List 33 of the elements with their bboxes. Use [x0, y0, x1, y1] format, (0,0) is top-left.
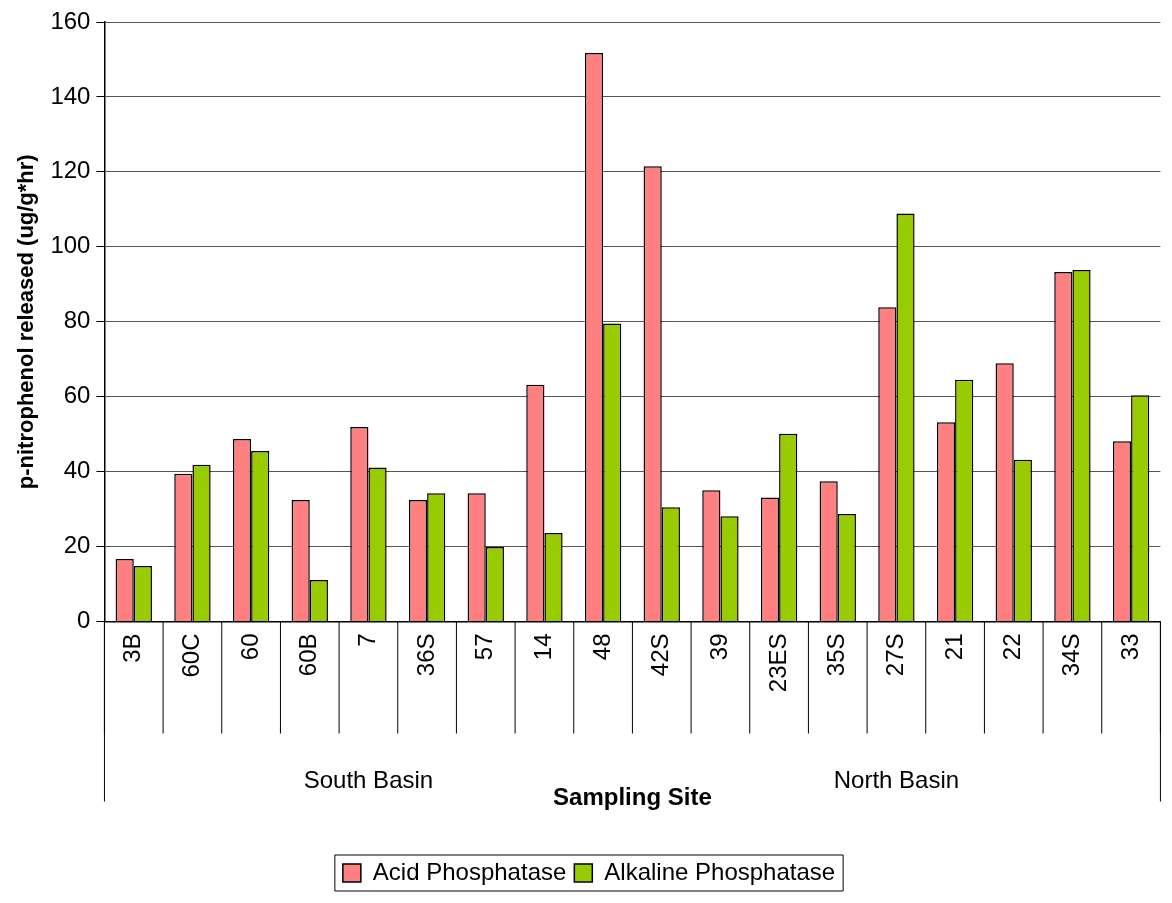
y-tick-label: 160: [50, 6, 91, 34]
x-tick-label: 35S: [822, 633, 850, 677]
text: North Basin: [833, 766, 960, 794]
y-tick-label: 140: [50, 81, 91, 109]
x-tick-label: 14: [529, 633, 557, 661]
x-tick-label: 22: [998, 633, 1026, 661]
x-tick-label: 23ES: [763, 633, 791, 693]
y-tick-label: 0: [77, 606, 91, 634]
text: South Basin: [303, 766, 434, 794]
x-tick-label: 21: [939, 633, 967, 661]
legend-label: Alkaline Phosphatase: [604, 857, 836, 885]
y-axis-title: p-nitrophenol released (ug/g*hr): [13, 154, 39, 490]
x-tick-label: 60C: [177, 633, 205, 678]
x-tick-label: 27S: [881, 633, 909, 677]
y-tick-label: 40: [63, 456, 91, 484]
x-tick-label: 60: [235, 633, 263, 661]
y-tick-label: 80: [63, 306, 91, 334]
x-tick-label: 34S: [1057, 633, 1085, 677]
x-tick-label: 42S: [646, 633, 674, 677]
y-tick-label: 100: [50, 231, 91, 259]
x-axis-title: Sampling Site: [553, 783, 712, 811]
x-tick-label: 33: [1115, 633, 1143, 661]
x-tick-label: 3B: [118, 633, 146, 663]
x-tick-label: 7: [353, 633, 381, 647]
y-tick-label: 60: [63, 381, 91, 409]
y-tick-label: 20: [63, 531, 91, 559]
legend-label: Acid Phosphatase: [372, 857, 567, 885]
x-tick-label: 57: [470, 633, 498, 661]
x-tick-label: 48: [587, 633, 615, 661]
x-tick-label: 36S: [411, 633, 439, 677]
x-tick-label: 39: [705, 633, 733, 661]
y-tick-label: 120: [50, 156, 91, 184]
x-tick-label: 60B: [294, 633, 322, 677]
